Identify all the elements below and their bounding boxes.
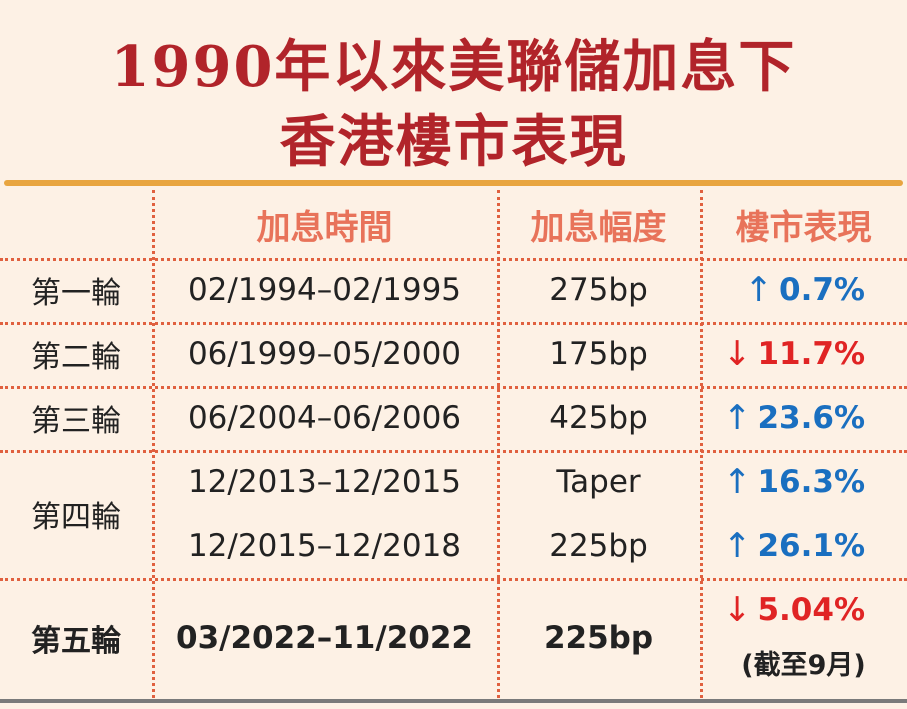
column-divider	[700, 190, 703, 698]
note: (截至9月)	[741, 649, 866, 681]
period: 12/2013–12/2015	[187, 464, 462, 500]
period: 02/1994–02/1995	[187, 272, 462, 308]
rate: Taper	[556, 464, 641, 500]
period: 12/2015–12/2018	[187, 528, 462, 564]
title-line: 1990年以來美聯儲加息下	[110, 34, 797, 100]
period: 06/1999–05/2000	[187, 336, 462, 372]
header-cell: 樓市表現	[735, 207, 872, 248]
rate: 225bp	[549, 528, 648, 564]
round-label: 第五輪	[31, 624, 121, 659]
header-cell: 加息時間	[256, 207, 393, 248]
title-rule	[4, 180, 903, 186]
row-divider	[0, 578, 907, 581]
change: 0.7%	[779, 272, 865, 308]
change: 26.1%	[757, 528, 865, 564]
rate: 425bp	[549, 400, 648, 436]
arrow: ↑	[722, 398, 752, 438]
row-divider	[0, 386, 907, 389]
header-cell: 加息幅度	[530, 207, 667, 248]
period: 03/2022–11/2022	[176, 620, 473, 656]
round-label: 第三輪	[31, 404, 121, 439]
change-cell: ↑ 16.3%	[700, 450, 907, 514]
round-label: 第一輪	[31, 276, 121, 311]
round-label: 第四輪	[31, 500, 121, 535]
bottom-rule	[0, 699, 907, 703]
arrow: ↓	[722, 334, 752, 374]
change-cell: ↑ 23.6%	[700, 386, 907, 450]
change-cell: ↓ 11.7%	[700, 322, 907, 386]
arrow: ↑	[744, 270, 774, 310]
column-divider	[497, 190, 500, 698]
arrow: ↑	[722, 526, 752, 566]
rate: 225bp	[543, 620, 654, 656]
rate: 175bp	[549, 336, 648, 372]
change: 23.6%	[757, 400, 865, 436]
change-cell: ↑ 0.7%	[700, 258, 907, 322]
arrow: ↓	[722, 590, 752, 630]
row-divider	[0, 258, 907, 261]
period: 06/2004–06/2006	[187, 400, 462, 436]
title-line: 香港樓市表現	[279, 109, 628, 175]
change: 16.3%	[757, 464, 865, 500]
change-cell: ↓ 5.04%	[700, 578, 907, 642]
change: 11.7%	[757, 336, 865, 372]
change: 5.04%	[757, 592, 865, 628]
round-label: 第二輪	[31, 340, 121, 375]
change-cell: ↑ 26.1%	[700, 514, 907, 578]
row-divider	[0, 450, 907, 453]
arrow: ↑	[722, 462, 752, 502]
column-divider	[152, 190, 155, 698]
rate: 275bp	[549, 272, 648, 308]
row-divider	[0, 322, 907, 325]
